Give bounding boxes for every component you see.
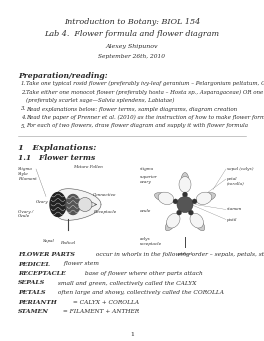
Text: Alexey Shipunov: Alexey Shipunov [106, 44, 158, 49]
Text: PERIANTH: PERIANTH [18, 299, 57, 305]
Text: Filament: Filament [18, 177, 37, 181]
Text: 1   Explanations:: 1 Explanations: [18, 144, 96, 152]
Text: 1.: 1. [21, 81, 26, 86]
Ellipse shape [154, 193, 172, 202]
Text: Read explanations below: flower terms, sample diagrams, diagram creation: Read explanations below: flower terms, s… [26, 106, 237, 112]
Circle shape [173, 199, 178, 204]
Text: petal
(corolla): petal (corolla) [227, 177, 245, 186]
Text: ovule: ovule [140, 209, 151, 213]
Text: SEPALS: SEPALS [18, 281, 45, 285]
Text: Stigma: Stigma [18, 167, 33, 171]
Text: PETALS: PETALS [18, 290, 45, 295]
Text: 4.: 4. [21, 115, 26, 120]
Text: STAMEN: STAMEN [18, 309, 49, 314]
Text: PEDICEL: PEDICEL [18, 262, 50, 267]
Ellipse shape [158, 192, 174, 205]
Text: Introduction to Botany: BIOL 154: Introduction to Botany: BIOL 154 [64, 18, 200, 26]
Ellipse shape [181, 173, 189, 191]
Polygon shape [66, 194, 80, 214]
Text: (preferably scarlet sage—Salvia splendens, Labiatae): (preferably scarlet sage—Salvia splenden… [26, 98, 175, 103]
Text: Style: Style [18, 172, 29, 176]
Text: stigma: stigma [140, 167, 154, 171]
Ellipse shape [190, 213, 204, 228]
Text: = FILAMENT + ANTHER: = FILAMENT + ANTHER [61, 309, 139, 314]
Circle shape [177, 196, 193, 212]
Text: 5.: 5. [21, 123, 26, 129]
Text: Lab 4.  Flower formula and flower diagram: Lab 4. Flower formula and flower diagram [44, 30, 220, 38]
Text: flower stem: flower stem [62, 262, 99, 267]
Ellipse shape [179, 177, 191, 193]
Polygon shape [51, 189, 101, 220]
Text: 2.: 2. [21, 89, 26, 94]
Text: small and green, collectively called the CALYX: small and green, collectively called the… [56, 281, 196, 285]
Text: Receptacle: Receptacle [93, 209, 116, 213]
Text: Sepal: Sepal [43, 239, 55, 243]
Ellipse shape [192, 216, 205, 231]
Polygon shape [50, 193, 66, 217]
Circle shape [182, 192, 187, 197]
Text: = CALYX + COROLLA: = CALYX + COROLLA [71, 299, 139, 305]
Text: 3.: 3. [21, 106, 26, 112]
Text: superior
ovary: superior ovary [140, 175, 158, 183]
Circle shape [188, 210, 193, 215]
Text: Ovary: Ovary [36, 199, 49, 204]
Ellipse shape [198, 193, 215, 202]
Text: calyx
receptacle: calyx receptacle [140, 237, 162, 246]
Ellipse shape [165, 216, 178, 231]
Circle shape [177, 210, 182, 215]
Text: pedicel: pedicel [177, 252, 193, 256]
Text: Take either one monocot flower (preferably hosta – Hosta sp., Asparagaceae) OR o: Take either one monocot flower (preferab… [26, 89, 264, 95]
Text: 1: 1 [130, 332, 134, 337]
Text: Take one typical rosid flower (preferably ivy-leaf geranium – Pelargonium peltat: Take one typical rosid flower (preferabl… [26, 81, 264, 86]
Text: For each of two flowers, draw flower diagram and supply it with flower formula: For each of two flowers, draw flower dia… [26, 123, 248, 129]
Text: 1.1   Flower terms: 1.1 Flower terms [18, 154, 95, 162]
Text: stamen: stamen [227, 208, 242, 211]
Text: sepal (calyx): sepal (calyx) [227, 167, 253, 171]
Text: Preparation/reading:: Preparation/reading: [18, 72, 108, 80]
Text: Mature Pollen: Mature Pollen [73, 165, 103, 169]
Text: often large and showy, collectively called the COROLLA: often large and showy, collectively call… [56, 290, 224, 295]
Text: September 26th, 2010: September 26th, 2010 [98, 54, 166, 59]
Text: pistil: pistil [227, 218, 238, 222]
Circle shape [78, 197, 92, 211]
Ellipse shape [196, 192, 212, 205]
Text: occur in whorls in the following order – sepals, petals, stamens, pistils: occur in whorls in the following order –… [95, 252, 264, 257]
Circle shape [192, 199, 197, 204]
Text: Read the paper of Prenner et al. (2010) as the instruction of how to make flower: Read the paper of Prenner et al. (2010) … [26, 115, 264, 120]
Text: Connective: Connective [93, 193, 116, 196]
Text: Ovary /
Ovule: Ovary / Ovule [18, 209, 33, 218]
Text: base of flower where other parts attach: base of flower where other parts attach [83, 271, 202, 276]
Ellipse shape [167, 213, 180, 228]
Text: FLOWER PARTS: FLOWER PARTS [18, 252, 75, 257]
Text: Pedicel: Pedicel [60, 241, 76, 245]
Text: RECEPTACLE: RECEPTACLE [18, 271, 66, 276]
